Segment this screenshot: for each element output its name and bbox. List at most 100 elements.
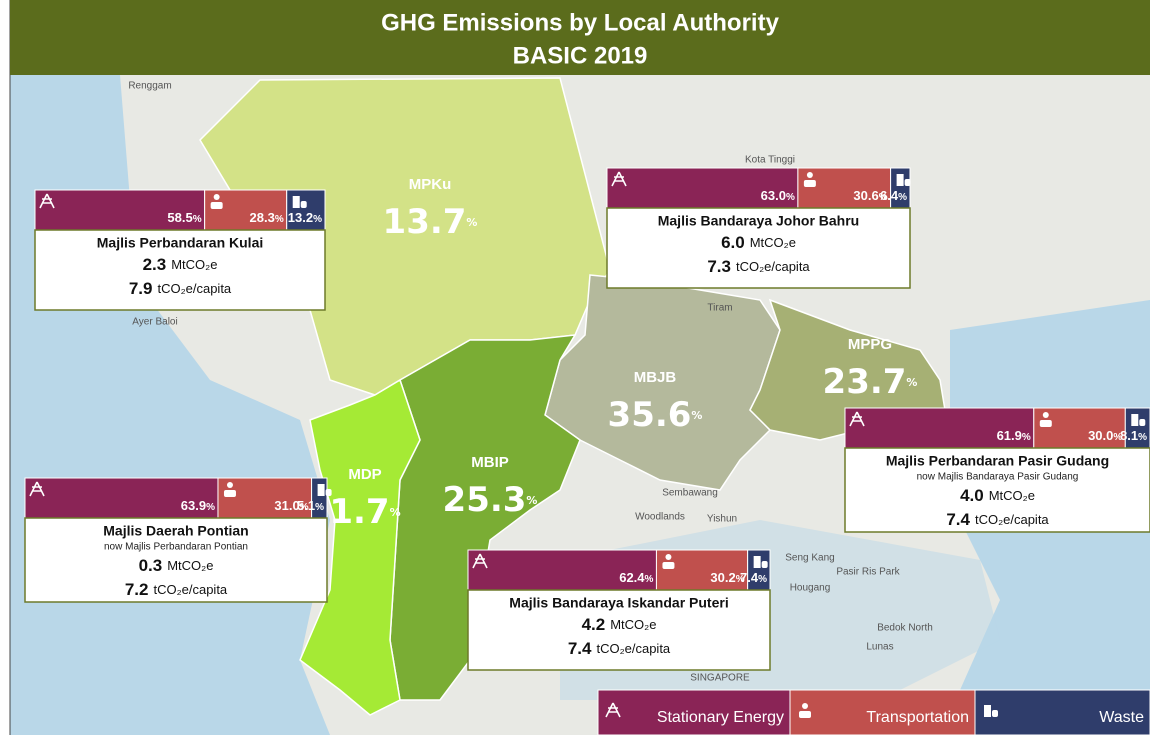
segment-label: 58.5% [167,210,201,225]
segment-unit: % [315,502,324,513]
segment-value: 63.9 [181,498,206,513]
segment-unit: % [206,502,215,513]
icon-bag [1139,419,1145,426]
card-total: 0.3 MtCO₂e [139,556,214,575]
segment-value: 8.1 [1120,428,1138,443]
icon-bin [754,556,761,568]
icon-bin [1131,414,1138,426]
per-capita-value: 7.4 [946,510,970,529]
card-total: 4.0 MtCO₂e [960,486,1035,505]
icon-car [804,180,816,187]
card: 63.0%30.6%6.4%Majlis Bandaraya Johor Bah… [607,168,911,288]
total-unit: MtCO₂e [167,558,213,573]
icon-bin [984,705,991,717]
region-share: 23.7% [823,362,918,402]
legend-label: Stationary Energy [657,709,784,726]
segment-label: 30.0% [1088,428,1122,443]
segment-label: 63.9% [181,498,215,513]
place-label: Ayer Baloi [132,317,177,328]
share-unit: % [466,216,477,229]
legend-label: Waste [1099,709,1144,726]
region-share: 35.6% [608,395,703,435]
per-capita-unit: tCO₂e/capita [157,281,231,296]
icon-bag [992,710,998,717]
segment-value: 7.4 [740,570,759,585]
total-unit: MtCO₂e [750,235,796,250]
icon-pin [802,703,808,709]
segment-value: 30.2 [710,570,735,585]
share-unit: % [906,376,917,389]
card-per-capita: 7.2 tCO₂e/capita [125,580,228,599]
icon-car [799,711,811,718]
region-share: 13.7% [383,202,478,242]
region-code: MPKu [409,176,452,193]
per-capita-unit: tCO₂e/capita [596,641,670,656]
icon-pin [1043,412,1049,418]
region-code: MDP [348,466,381,483]
place-label: Renggam [128,81,171,92]
icon-bag [905,179,911,186]
total-value: 0.3 [139,556,163,575]
icon-car [662,562,674,569]
icon-car [224,490,236,497]
share-value: 13.7 [383,202,467,242]
infographic: MPKu13.7%MBJB35.6%MPPG23.7%MBIP25.3%MDP1… [0,0,1150,735]
share-value: 25.3 [443,480,527,520]
per-capita-value: 7.2 [125,580,149,599]
place-label: Woodlands [635,512,685,523]
title: GHG Emissions by Local Authority [381,9,779,36]
per-capita-value: 7.4 [568,639,592,658]
icon-pin [214,194,220,200]
total-unit: MtCO₂e [610,617,656,632]
segment-label: 8.1% [1120,428,1147,443]
card-total: 4.2 MtCO₂e [582,615,657,634]
legend: Stationary Energy Transportation Waste [598,690,1150,735]
place-label: Yishun [707,514,737,525]
per-capita-unit: tCO₂e/capita [975,512,1049,527]
total-unit: MtCO₂e [989,488,1035,503]
per-capita-value: 7.9 [129,279,153,298]
segment-unit: % [898,192,907,203]
segment-value: 28.3 [250,210,275,225]
card-note: now Majlis Perbandaran Pontian [104,542,248,553]
segment-unit: % [758,574,767,585]
card: 58.5%28.3%13.2%Majlis Perbandaran Kulai2… [35,190,325,310]
share-value: 35.6 [608,395,692,435]
place-label: Sembawang [662,488,718,499]
card-total: 2.3MtCO₂e [143,255,218,274]
card: 62.4%30.2%7.4%Majlis Bandaraya Iskandar … [468,550,770,670]
card-per-capita: 7.4 tCO₂e/capita [568,639,671,658]
total-value: 4.2 [582,615,606,634]
icon-bin [293,196,300,208]
segment-unit: % [193,214,202,225]
card-name: Majlis Bandaraya Johor Bahru [658,213,860,229]
segment-value: 58.5 [167,210,192,225]
per-capita-value: 7.3 [707,257,731,276]
legend-label: Transportation [866,709,969,726]
total-value: 4.0 [960,486,984,505]
share-value: 23.7 [823,362,907,402]
icon-pin [665,554,671,560]
segment-unit: % [275,214,284,225]
place-label: Hougang [790,583,831,594]
segment-label: 28.3% [250,210,284,225]
segment-label: 61.9% [997,428,1031,443]
segment-label: 5.1% [297,498,324,513]
segment-unit: % [1022,432,1031,443]
place-label: Bedok North [877,623,933,634]
icon-car [211,202,223,209]
segment-label: 63.0% [761,188,795,203]
icon-pin [807,172,813,178]
card-per-capita: 7.9 tCO₂e/capita [129,279,232,298]
segment-value: 62.4 [619,570,645,585]
segment-unit: % [313,214,322,225]
segment-unit: % [645,574,654,585]
region-code: MBJB [634,369,677,386]
segment-unit: % [786,192,795,203]
card-name: Majlis Perbandaran Pasir Gudang [886,453,1109,469]
per-capita-unit: tCO₂e/capita [153,582,227,597]
segment-unit: % [1138,432,1147,443]
place-label: Tiram [707,303,732,314]
place-label: Pasir Ris Park [836,567,900,578]
